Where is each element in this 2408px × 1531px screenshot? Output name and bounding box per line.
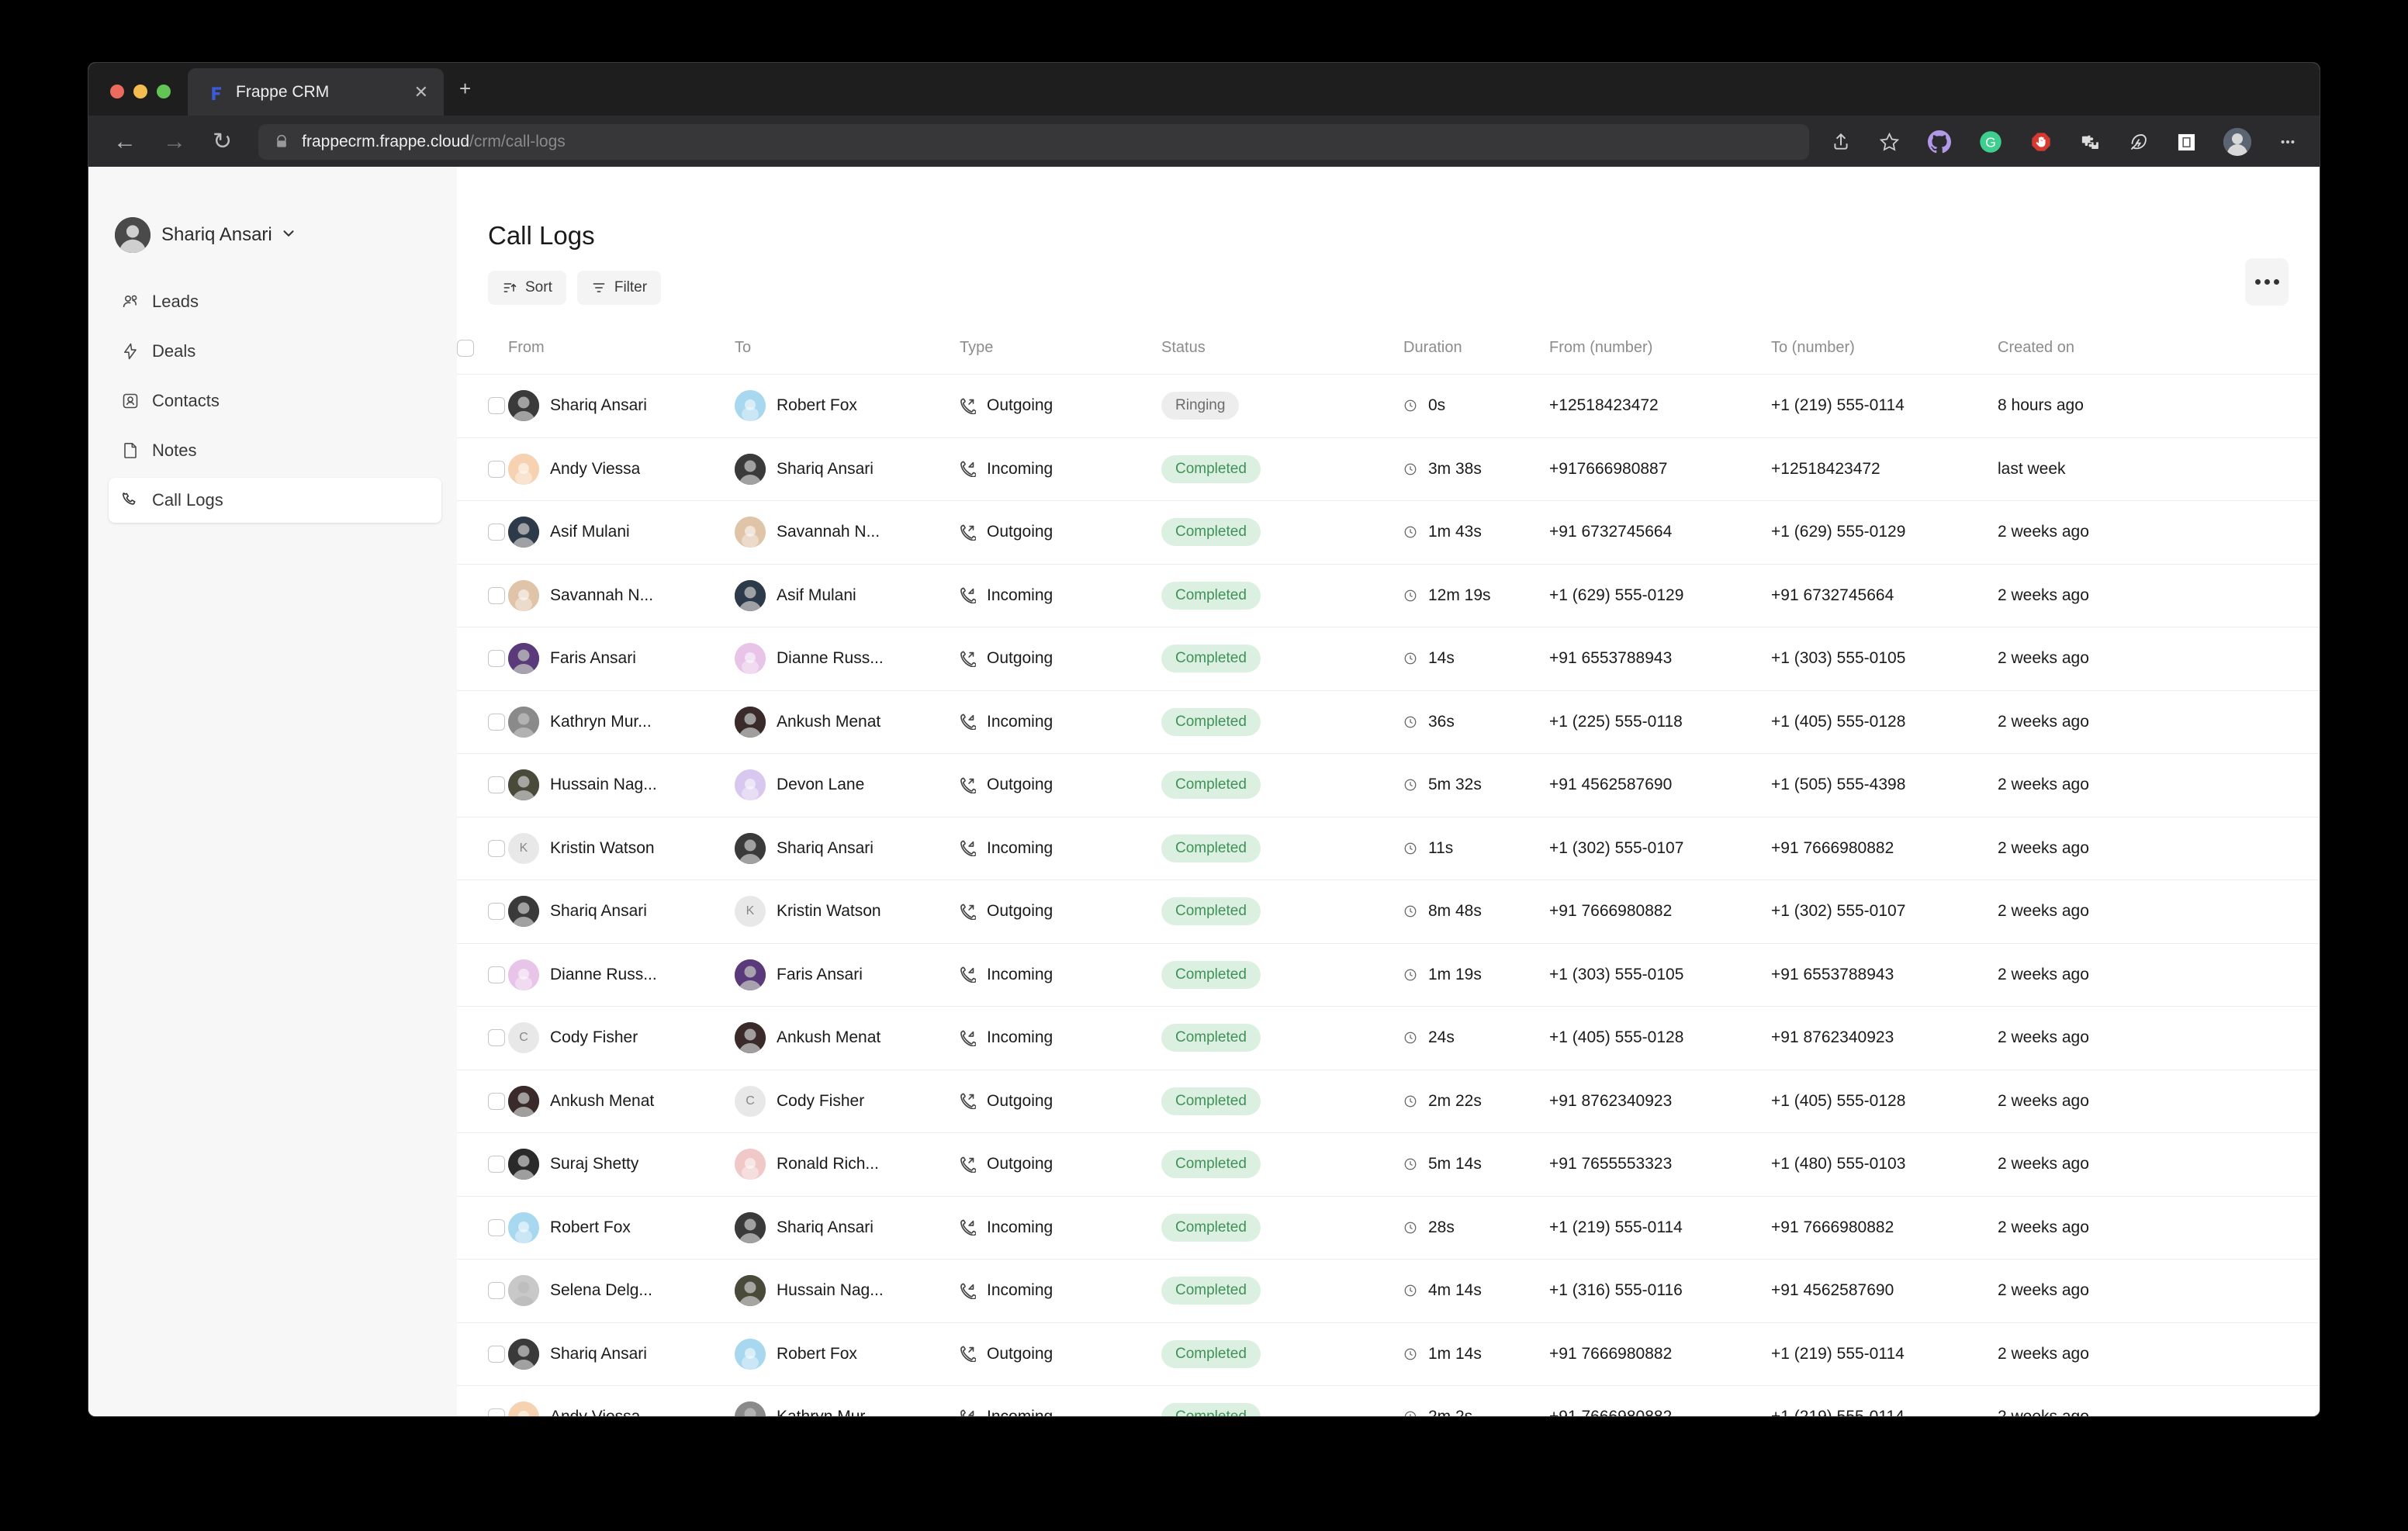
svg-text:G: G [1985,134,1996,150]
